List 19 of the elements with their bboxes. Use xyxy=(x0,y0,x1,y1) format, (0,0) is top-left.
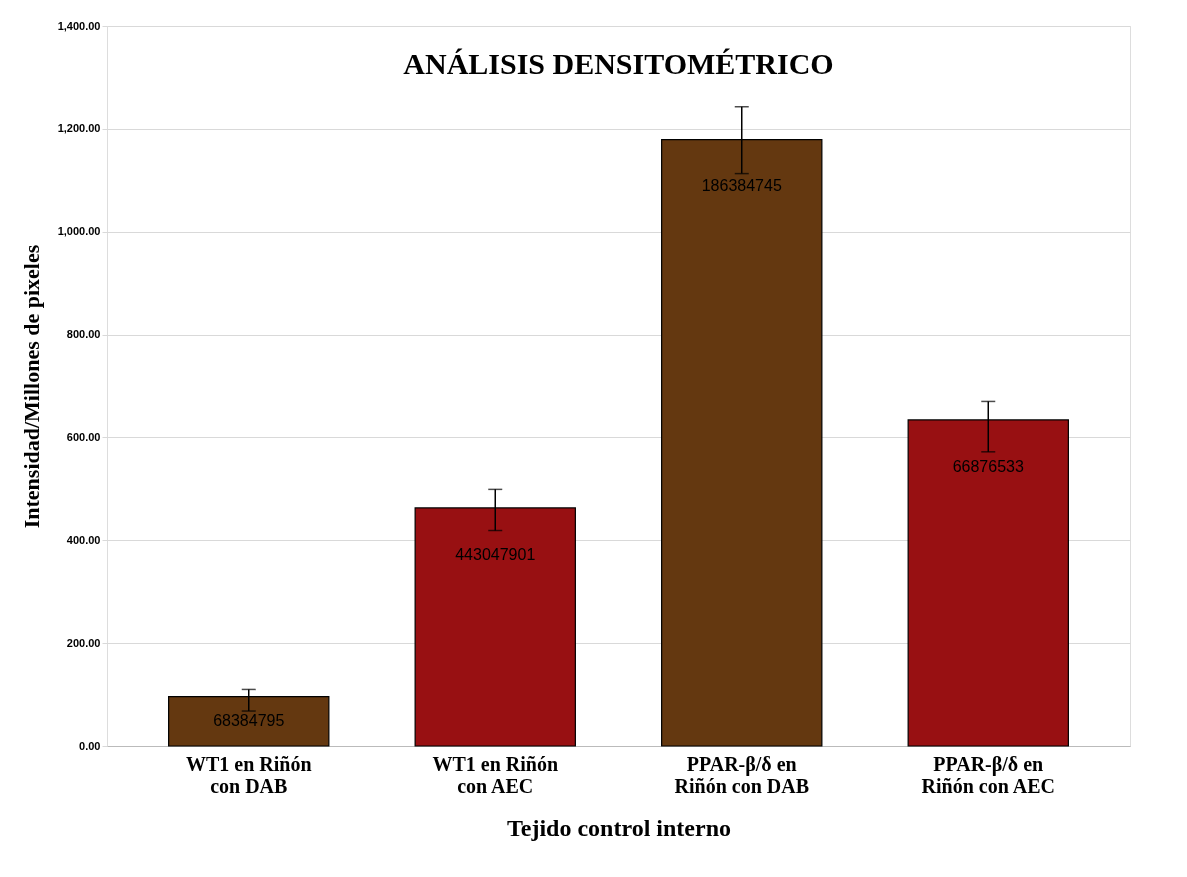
annotation: 186384745 xyxy=(701,177,782,195)
y-tick-label: 800.00 xyxy=(66,328,101,341)
annotation: 66876533 xyxy=(952,457,1024,475)
x-axis-title: Tejido control interno xyxy=(506,814,732,841)
text: ANÁLISIS DENSITOMÉTRICO xyxy=(403,47,834,80)
y-tick-label: 200.00 xyxy=(66,636,101,649)
x-tick-label: PPAR-β/δ en Riñón con DAB xyxy=(674,752,809,797)
x-tick-label: WT1 en Riñón con DAB xyxy=(185,752,312,797)
y-axis-title: Intensidad/Millones de pixeles xyxy=(18,244,44,529)
y-tick-label: 600.00 xyxy=(66,430,101,443)
y-tick-label: 400.00 xyxy=(66,533,101,546)
annotation: 68384795 xyxy=(213,712,285,730)
x-tick-label: WT1 en Riñón con AEC xyxy=(432,752,559,797)
x-tick-label: PPAR-β/δ en Riñón con AEC xyxy=(921,752,1055,797)
y-tick-label: 1,400.00 xyxy=(57,19,101,32)
annotation: 443047901 xyxy=(455,545,536,563)
y-tick-label: 1,000.00 xyxy=(57,225,101,238)
y-tick-label: 0.00 xyxy=(79,739,101,752)
y-tick-label: 1,200.00 xyxy=(57,122,101,135)
